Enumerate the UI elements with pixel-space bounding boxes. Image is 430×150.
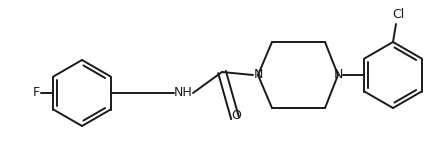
Text: N: N (253, 69, 263, 81)
Text: NH: NH (174, 87, 192, 99)
Text: O: O (231, 109, 241, 122)
Text: F: F (32, 87, 40, 99)
Text: N: N (333, 69, 343, 81)
Text: Cl: Cl (392, 8, 404, 21)
